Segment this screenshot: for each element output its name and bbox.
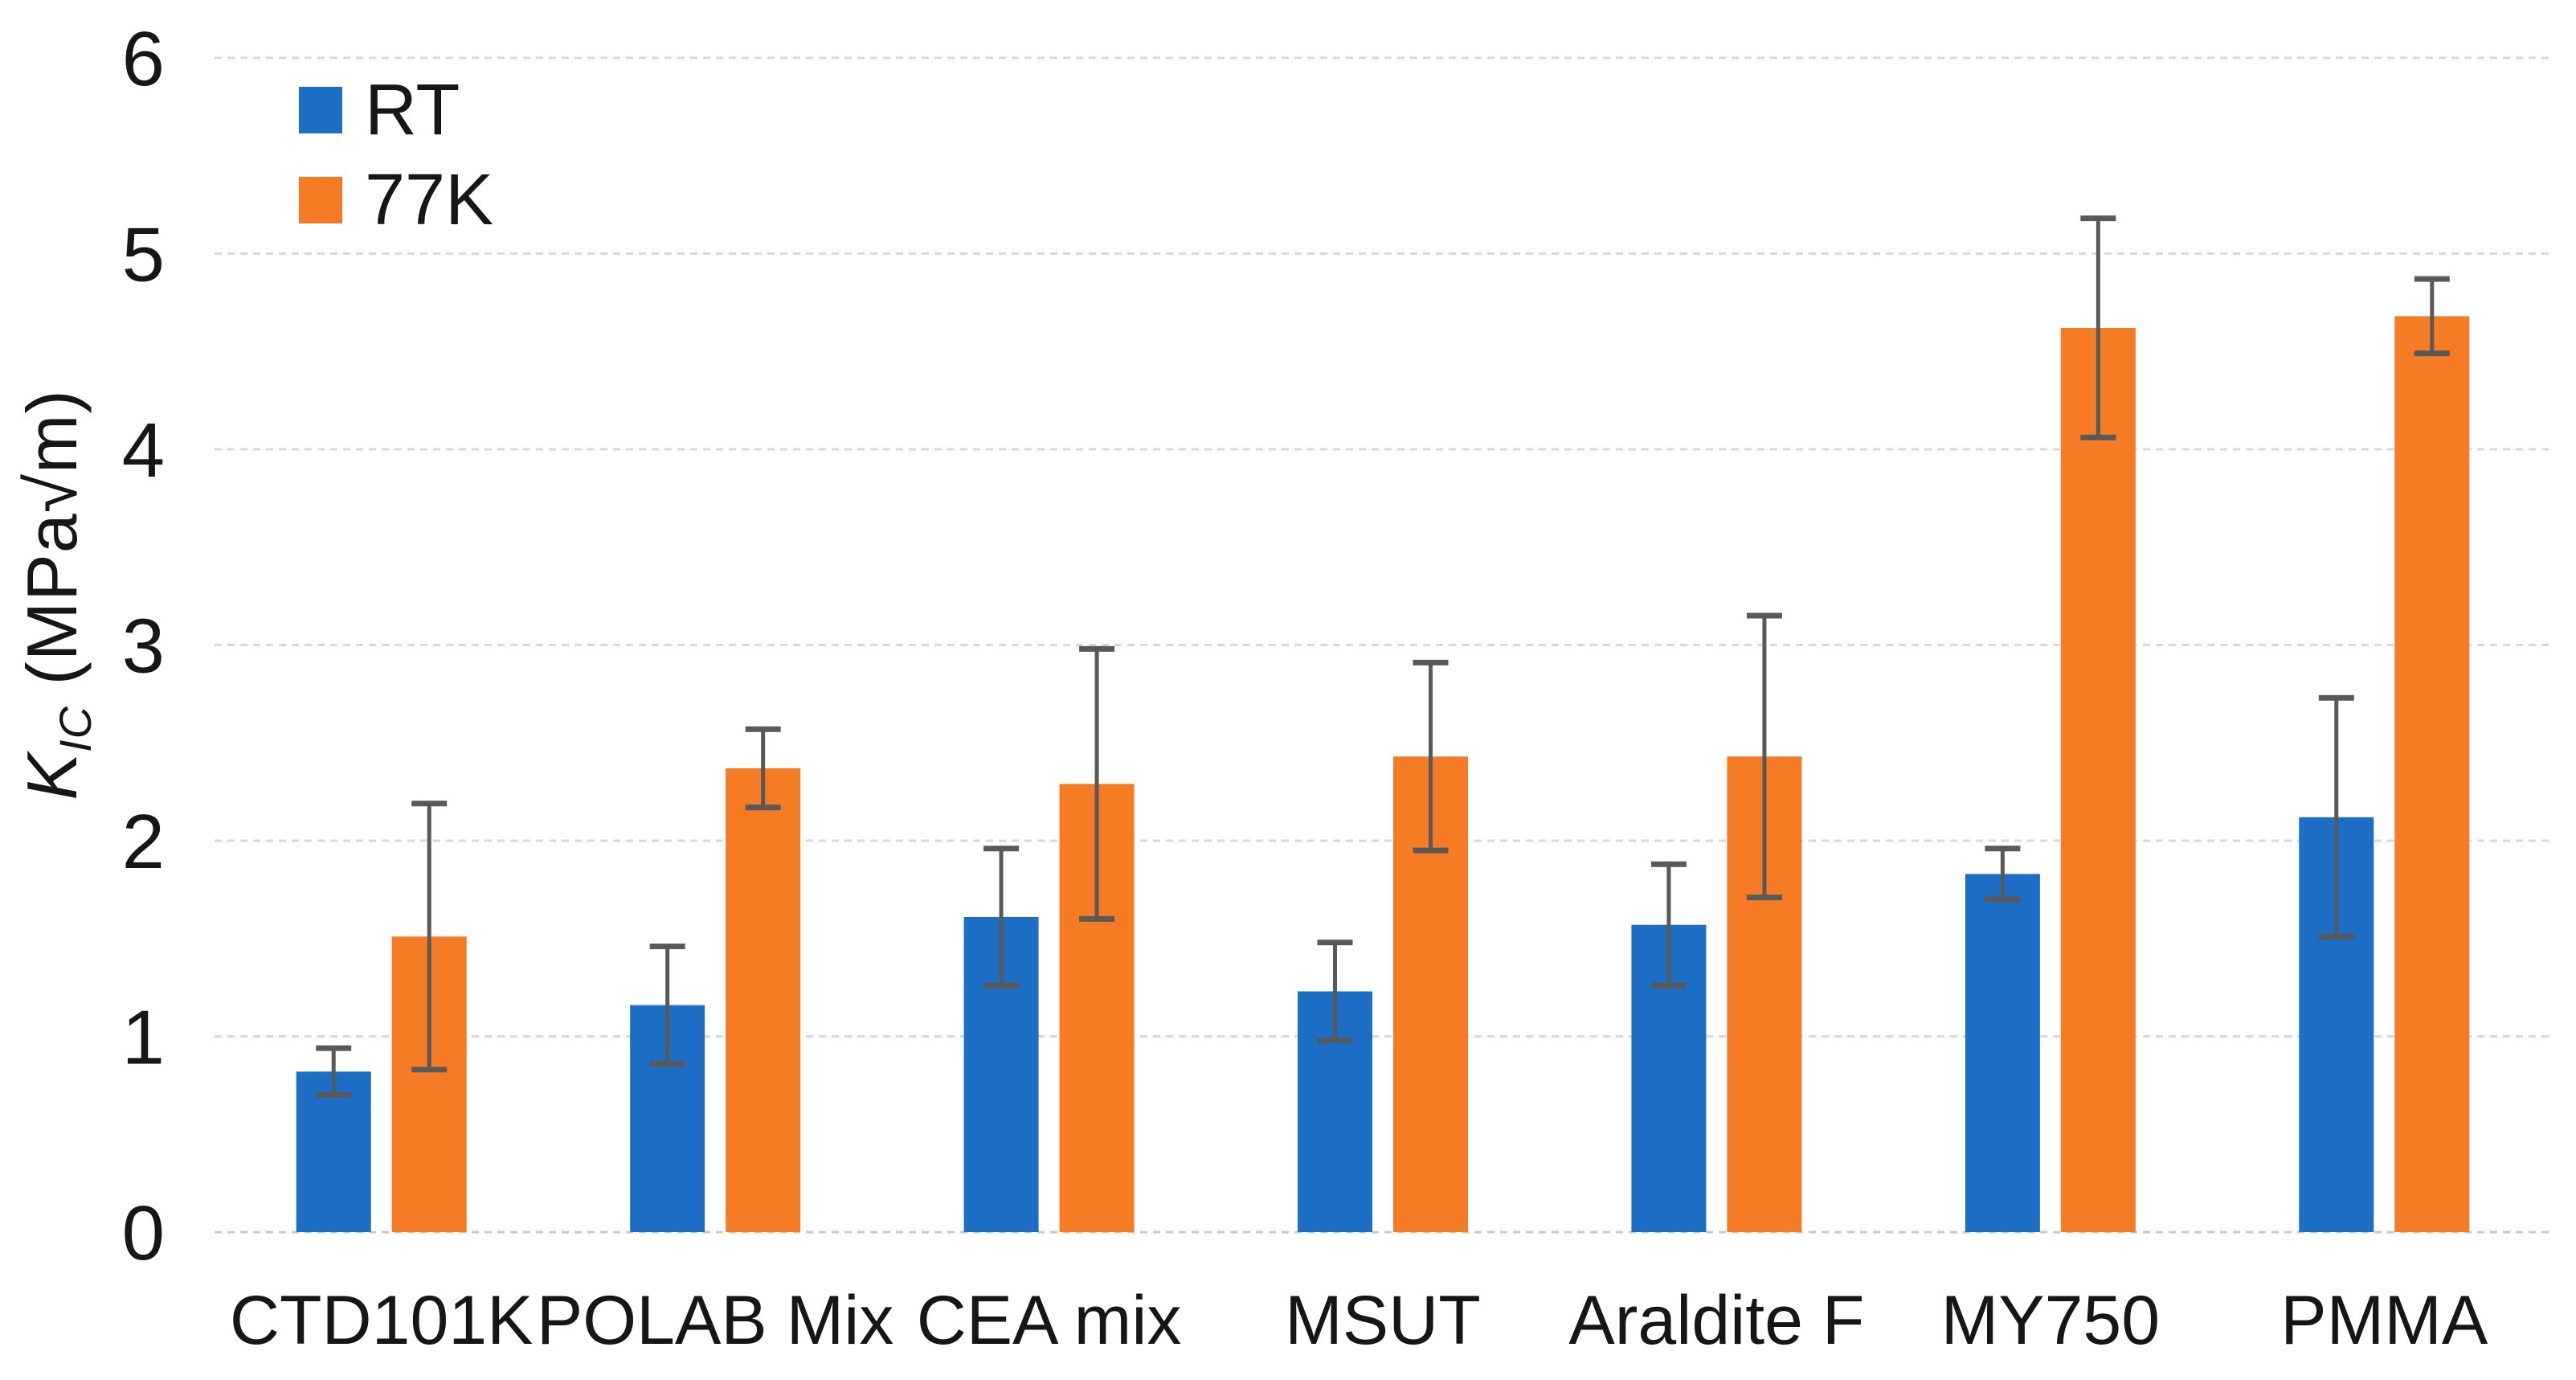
error-bar-77k-polab-mix [745, 726, 781, 811]
y-tick-label-6: 6 [122, 16, 165, 102]
x-tick-label-cea-mix: CEA mix [917, 1282, 1182, 1359]
x-tick-label-araldite-f: Araldite F [1568, 1282, 1864, 1359]
error-bar-77k-ctd101k [411, 801, 448, 1073]
y-axis-title: KIC (MPa√m) [11, 389, 101, 800]
y-tick-label-3: 3 [122, 604, 165, 690]
error-bar-rt-araldite-f [1650, 861, 1687, 989]
y-tick-label-0: 0 [122, 1190, 165, 1276]
error-bar-77k-cea-mix [1079, 645, 1115, 922]
bar-rt-my750 [1965, 874, 2040, 1232]
bar-77k-polab-mix [726, 768, 801, 1232]
gridlines [215, 56, 2551, 1234]
y-tick-label-2: 2 [122, 799, 165, 885]
y-axis-title-subscript: IC [50, 705, 100, 752]
error-bars [316, 215, 2450, 1099]
x-tick-label-msut: MSUT [1285, 1282, 1481, 1359]
error-bar-77k-pmma [2414, 276, 2450, 357]
legend-swatch-77k [299, 177, 342, 223]
error-bar-77k-my750 [2080, 215, 2116, 440]
y-tick-label-1: 1 [122, 995, 165, 1081]
bar-77k-pmma [2394, 316, 2470, 1232]
y-axis-title-units: (MPa√m) [12, 389, 92, 706]
y-axis-tick-labels: 0 1 2 3 4 5 6 [122, 16, 165, 1276]
error-bar-rt-msut [1317, 940, 1353, 1043]
error-bar-rt-ctd101k [316, 1045, 352, 1099]
error-bar-77k-araldite-f [1746, 612, 1782, 901]
error-bar-rt-polab-mix [649, 943, 685, 1067]
x-tick-label-my750: MY750 [1941, 1282, 2161, 1359]
y-axis-title-symbol: K [12, 751, 92, 801]
error-bar-77k-msut [1413, 659, 1449, 854]
y-tick-label-4: 4 [122, 407, 165, 493]
x-tick-label-ctd101k: CTD101K [230, 1282, 534, 1359]
legend-item-rt: RT [299, 74, 493, 146]
x-axis-category-labels: CTD101K POLAB Mix CEA mix MSUT Araldite F MY7… [230, 1282, 2488, 1359]
bar-77k-my750 [2060, 328, 2136, 1232]
bar-rt-ctd101k [296, 1071, 371, 1232]
x-tick-label-pmma: PMMA [2280, 1282, 2488, 1359]
legend-item-77k: 77K [299, 164, 493, 236]
y-tick-label-5: 5 [122, 212, 165, 298]
error-bar-rt-pmma [2318, 694, 2354, 940]
legend: RT 77K [299, 74, 493, 236]
error-bar-rt-my750 [1985, 846, 2021, 903]
legend-swatch-rt [299, 87, 342, 133]
bars [296, 316, 2470, 1232]
legend-label-77k: 77K [365, 160, 494, 240]
error-bar-rt-cea-mix [983, 846, 1020, 989]
legend-label-rt: RT [365, 70, 460, 150]
x-tick-label-polab-mix: POLAB Mix [537, 1282, 893, 1359]
